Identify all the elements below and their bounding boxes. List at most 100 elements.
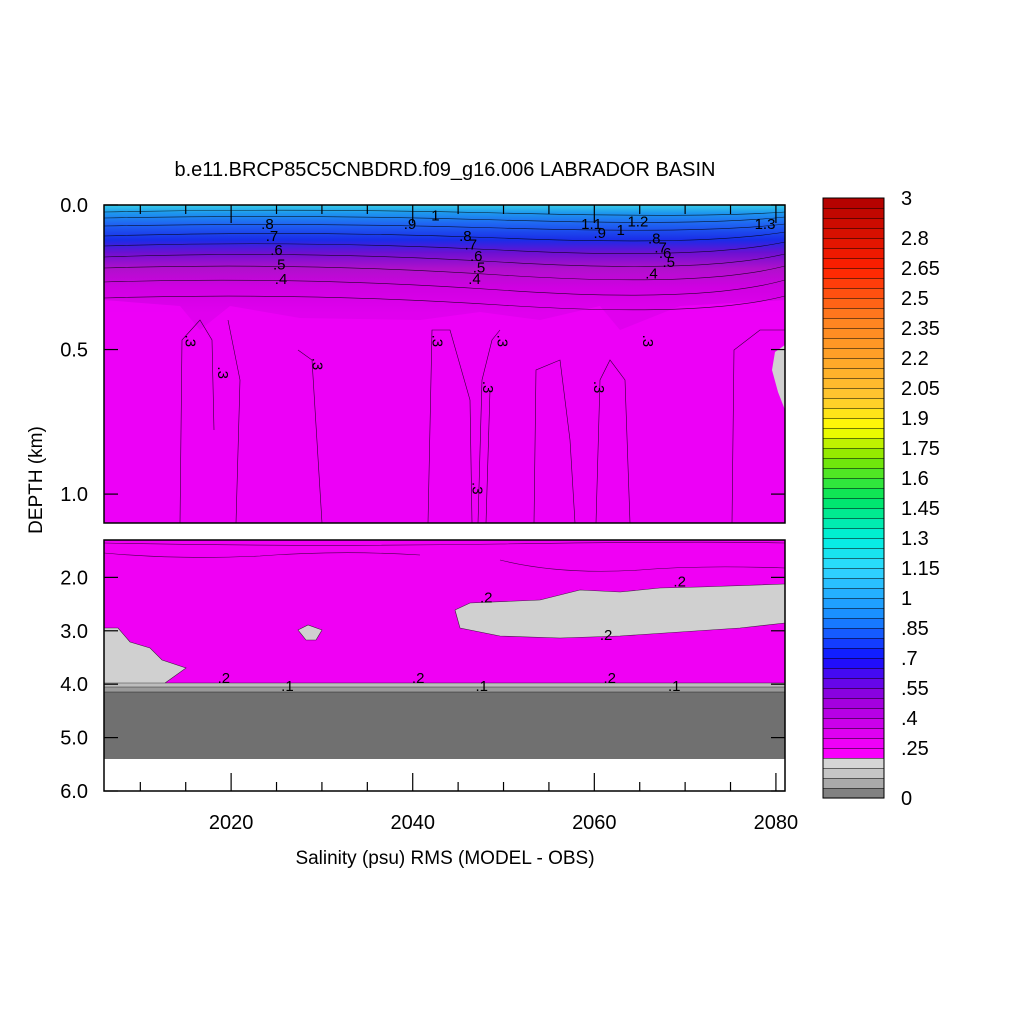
colorbar-swatch: [822, 777, 885, 789]
contour-label: .2: [412, 670, 425, 687]
colorbar-swatch: [822, 477, 885, 489]
colorbar-swatch: [822, 547, 885, 559]
lower-contour-lines: [104, 541, 785, 693]
colorbar-frame: [822, 197, 885, 799]
contour-label: 1: [431, 208, 439, 225]
colorbar-swatch: [822, 787, 885, 799]
colorbar-swatch: [822, 357, 885, 369]
contour-label: .3: [479, 381, 496, 394]
colorbar-swatch: [822, 267, 885, 279]
upper-panel: [104, 205, 785, 523]
colorbar-swatch: [822, 617, 885, 629]
contour-label: .8: [261, 216, 274, 233]
colorbar-swatch: [822, 307, 885, 319]
x-tick-label: 2060: [572, 812, 617, 834]
colorbar-swatch: [822, 227, 885, 239]
colorbar-swatch: [822, 637, 885, 649]
y-tick-label: 3.0: [60, 621, 88, 643]
colorbar-label: 1: [901, 588, 912, 610]
colorbar-label: 2.05: [901, 378, 940, 400]
colorbar-swatch: [822, 397, 885, 409]
colorbar-label: 1.3: [901, 528, 929, 550]
colorbar-swatch: [822, 647, 885, 659]
colorbar-label: .55: [901, 678, 929, 700]
contour-label: .7: [654, 239, 667, 256]
contour-label-layer: .8.7.6.5.4.91.8.7.6.5.41.1.9 11.2.8.7.6.5…: [181, 208, 775, 695]
colorbar-swatch: [822, 707, 885, 719]
colorbar-swatch: [822, 287, 885, 299]
upper-gray-patch: [772, 345, 785, 410]
contour-label: .5: [273, 257, 286, 274]
colorbar-label: 1.45: [901, 498, 940, 520]
colorbar-swatch: [822, 417, 885, 429]
colorbar-swatch: [822, 677, 885, 689]
lower-gray-region-left: [104, 628, 186, 683]
colorbar-swatch: [822, 487, 885, 499]
y-tick-label: 4.0: [60, 674, 88, 696]
lower-band-02: [104, 683, 785, 687]
upper-panel-frame: [103, 204, 786, 524]
contour-label: .7: [266, 228, 279, 245]
contour-label: .3: [181, 335, 198, 348]
contour-label: .1: [281, 678, 294, 695]
x-tick-label: 2040: [390, 812, 435, 834]
colorbar-swatch: [822, 737, 885, 749]
y-tick-label: 0.0: [60, 195, 88, 217]
colorbar-swatch: [822, 497, 885, 509]
colorbar-swatch: [822, 327, 885, 339]
contour-label: .1: [668, 678, 681, 695]
colorbar-swatch: [822, 247, 885, 259]
colorbar-swatch: [822, 347, 885, 359]
colorbar-swatch: [822, 537, 885, 549]
contour-label: 1.2: [627, 213, 648, 230]
contour-label: .5: [663, 254, 676, 271]
colorbar-swatch: [822, 757, 885, 769]
contour-label: .7: [465, 236, 478, 253]
contour-label: .2: [673, 574, 686, 591]
contour-label: .3: [428, 335, 445, 348]
lower-panel-frame: [103, 539, 786, 792]
colorbar-swatch: [822, 447, 885, 459]
contour-label: .2: [603, 670, 616, 687]
colorbar-swatch: [822, 767, 885, 779]
colorbar-swatch: [822, 337, 885, 349]
colorbar-swatch: [822, 697, 885, 709]
colorbar-label: 0: [901, 788, 912, 810]
lower-panel: [104, 540, 785, 791]
contour-label: .6: [270, 242, 283, 259]
y-axis: 0.0 0.5 1.0 2.0 3.0 4.0 5.0 6.0: [60, 195, 785, 803]
colorbar-swatch: [822, 747, 885, 759]
lower-band-01: [104, 687, 785, 692]
colorbar-swatch: [822, 587, 885, 599]
contour-label: .5: [473, 260, 486, 277]
colorbar-swatch: [822, 727, 885, 739]
x-axis: 2020 2040 2060 2080: [139, 205, 798, 834]
y-tick-label: 2.0: [60, 567, 88, 589]
colorbar-swatch: [822, 567, 885, 579]
colorbar-label: 2.2: [901, 348, 929, 370]
y-tick-label: 6.0: [60, 781, 88, 803]
chart-title: b.e11.BRCP85C5CNBDRD.f09_g16.006 LABRADO…: [175, 159, 716, 181]
colorbar-swatch: [822, 557, 885, 569]
colorbar-swatch: [822, 687, 885, 699]
colorbar-swatch: [822, 217, 885, 229]
contour-label: .4: [275, 271, 288, 288]
colorbar-label: .25: [901, 738, 929, 760]
colorbar-label: 3: [901, 188, 912, 210]
y-tick-label: 1.0: [60, 484, 88, 506]
colorbar-swatch: [822, 607, 885, 619]
colorbar-swatch: [822, 377, 885, 389]
colorbar-swatch: [822, 627, 885, 639]
colorbar-swatch: [822, 207, 885, 219]
colorbar-label: .4: [901, 708, 918, 730]
contour-label: .4: [468, 271, 481, 288]
contour-label: 1.1: [581, 216, 602, 233]
colorbar-label: .85: [901, 618, 929, 640]
colorbar-swatch: [822, 367, 885, 379]
contour-label: .9: [594, 225, 607, 242]
contour-label: .8: [648, 231, 661, 248]
colorbar-swatch: [822, 297, 885, 309]
upper-contour-lines: [104, 209, 785, 523]
colorbar-swatch: [822, 467, 885, 479]
